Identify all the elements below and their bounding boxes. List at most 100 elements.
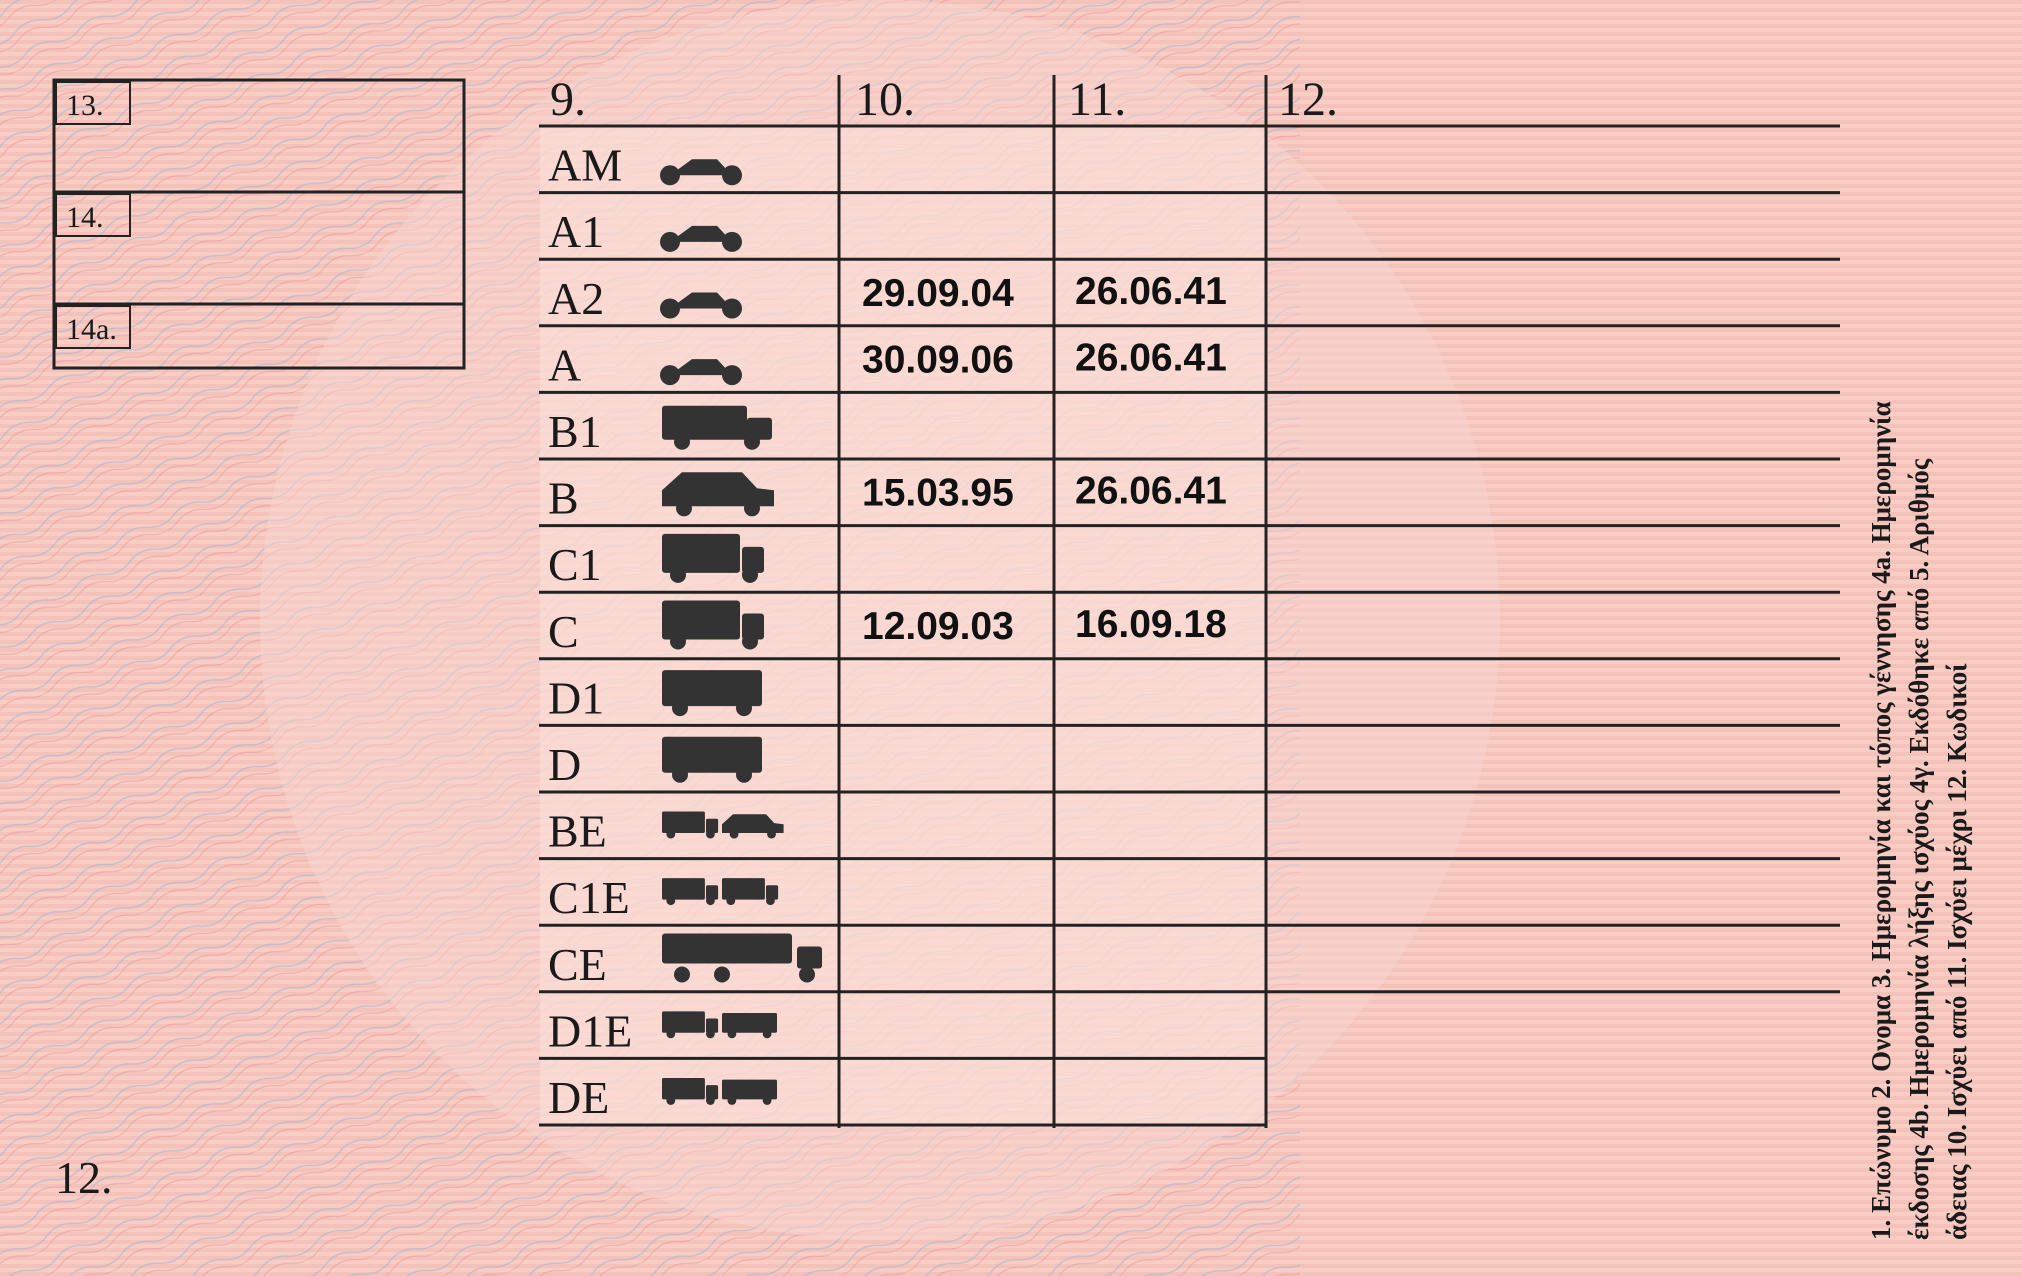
- body: [706, 818, 719, 833]
- wheel: [706, 829, 715, 839]
- body: [662, 933, 792, 964]
- wheel: [727, 1096, 737, 1105]
- wheel: [706, 1096, 715, 1105]
- body: [662, 736, 762, 773]
- category-label: C1E: [548, 872, 630, 923]
- wheel: [762, 1096, 772, 1105]
- vehicle-part: [662, 1011, 719, 1039]
- category-label: D1: [548, 672, 604, 723]
- issue-date: 12.09.03: [862, 605, 1014, 648]
- body: [670, 359, 732, 376]
- box-frame: [52, 78, 466, 370]
- legend-line: 1. Επώνυμο 2. Ονομα 3. Ημερομηνία και τό…: [1866, 401, 1896, 1240]
- wheel: [767, 829, 776, 839]
- legend-line: έκδοσης 4b. Ημερομηνία λήξης ισχύος 4γ. …: [1904, 458, 1934, 1240]
- vehicle-part: [662, 533, 764, 583]
- vehicle-part: [722, 1013, 777, 1039]
- expiry-date: 16.09.18: [1075, 603, 1227, 646]
- vehicle-part: [660, 292, 742, 319]
- vehicle-part: [662, 1077, 719, 1105]
- body: [662, 472, 774, 507]
- body: [662, 670, 762, 707]
- category-label: A2: [548, 273, 604, 324]
- column-header: 9.: [550, 73, 586, 126]
- issue-date: 29.09.04: [862, 272, 1014, 315]
- category-label: B1: [548, 406, 602, 457]
- category-label: C1: [548, 539, 602, 590]
- body: [722, 814, 784, 833]
- legend-line: άδειας 10. Ισχύει από 11. Ισχύει μέχρι 1…: [1942, 663, 1972, 1240]
- body: [722, 878, 765, 900]
- body: [662, 878, 705, 900]
- vehicle-part: [662, 933, 822, 983]
- wheel: [744, 500, 760, 517]
- body: [662, 1077, 705, 1100]
- wheel: [672, 700, 688, 717]
- category-label: AM: [548, 140, 622, 191]
- wheel: [670, 633, 686, 650]
- vehicle-part: [660, 225, 742, 252]
- issue-date: 30.09.06: [862, 338, 1014, 381]
- body: [662, 1011, 705, 1033]
- body: [706, 1018, 719, 1033]
- table-bg: [540, 126, 1265, 1126]
- body: [662, 405, 747, 440]
- wheel: [799, 966, 815, 983]
- footer-label: 12.: [55, 1152, 113, 1203]
- address-boxes: 13. 14. 14a.: [52, 78, 466, 370]
- vehicle-part: [660, 159, 742, 186]
- wheel: [672, 766, 688, 783]
- wheel: [766, 896, 775, 906]
- wheel: [706, 896, 715, 906]
- wheel: [666, 896, 676, 906]
- expiry-date: 26.06.41: [1075, 270, 1227, 313]
- box-label: 14.: [66, 201, 104, 234]
- category-label: C: [548, 606, 579, 657]
- wheel: [666, 1029, 676, 1039]
- category-label: CE: [548, 939, 607, 990]
- body: [662, 533, 740, 573]
- vehicle-part: [662, 405, 772, 450]
- body: [766, 885, 779, 900]
- body: [670, 292, 732, 309]
- body: [742, 546, 764, 573]
- category-label: A1: [548, 206, 604, 257]
- body: [722, 1013, 777, 1033]
- wheel: [762, 1029, 772, 1039]
- body: [670, 159, 732, 176]
- box-label-frame: [55, 81, 131, 125]
- category-label: D: [548, 739, 581, 790]
- category-label: B: [548, 473, 579, 524]
- wheel: [666, 829, 676, 839]
- body: [742, 613, 764, 640]
- expiry-date: 26.06.41: [1075, 470, 1227, 513]
- body: [662, 600, 740, 640]
- legend: 1. Επώνυμο 2. Ονομα 3. Ημερομηνία και τό…: [1866, 401, 1972, 1240]
- wheel: [674, 433, 690, 450]
- wheel: [670, 566, 686, 583]
- box-label: 13.: [66, 89, 104, 122]
- wheel: [742, 633, 758, 650]
- category-label: D1E: [548, 1005, 632, 1056]
- column-header: 10.: [855, 73, 915, 126]
- category-label: DE: [548, 1072, 609, 1123]
- wheel: [744, 433, 760, 450]
- wheel: [736, 766, 752, 783]
- expiry-date: 26.06.41: [1075, 336, 1227, 379]
- vehicle-part: [722, 878, 779, 906]
- vehicle-part: [722, 814, 784, 839]
- wheel: [736, 700, 752, 717]
- vehicle-part: [662, 736, 762, 783]
- box-label-frame: [55, 193, 131, 237]
- body: [797, 946, 822, 969]
- body: [722, 1079, 777, 1100]
- wheel: [742, 566, 758, 583]
- vehicle-part: [662, 811, 719, 839]
- vehicle-part: [662, 600, 764, 650]
- category-table: 9. 10. 11. 12. AM A1 A2 29.09.04 26.06.41 A 30.09.…: [539, 73, 1840, 1128]
- category-label: BE: [548, 806, 607, 857]
- box-label: 14a.: [66, 313, 117, 346]
- wheel: [674, 966, 690, 983]
- body: [706, 885, 719, 900]
